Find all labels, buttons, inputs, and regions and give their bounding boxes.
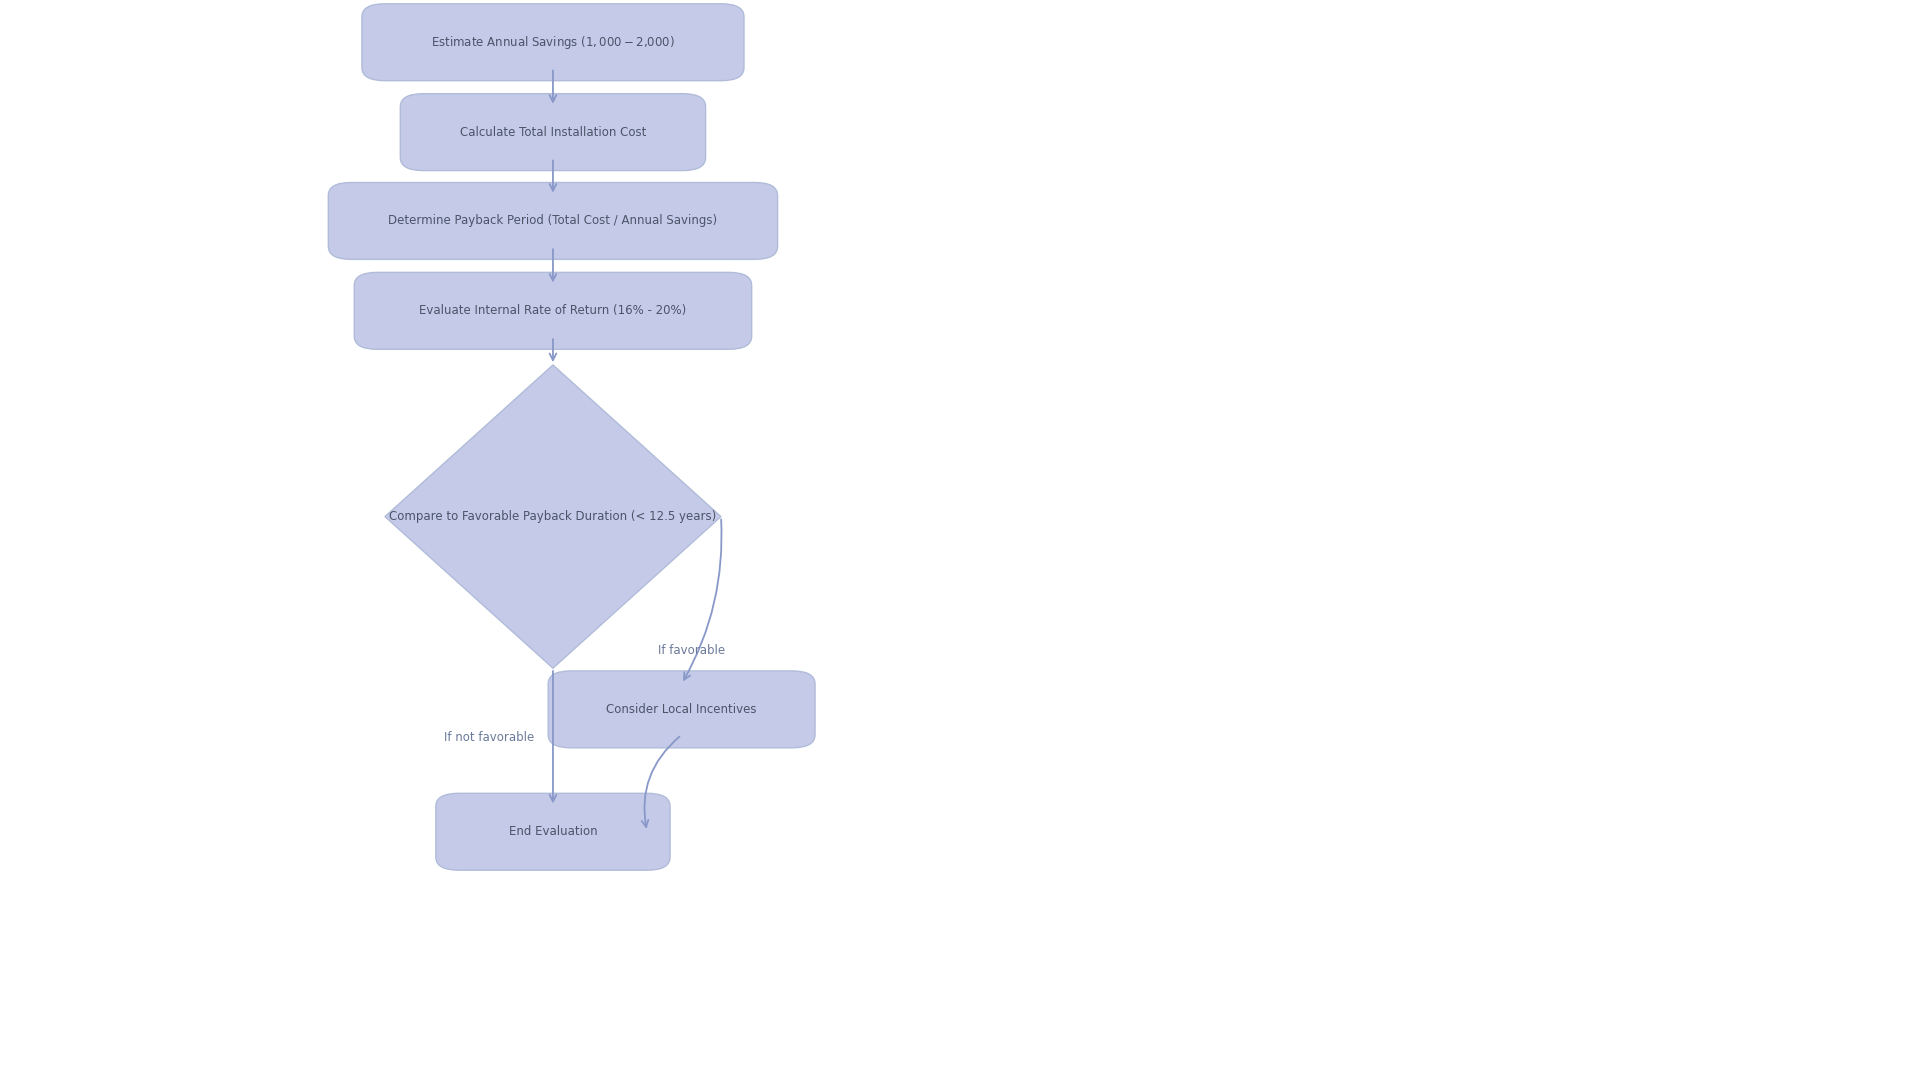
Polygon shape (384, 365, 720, 668)
FancyBboxPatch shape (361, 4, 743, 81)
FancyBboxPatch shape (353, 273, 751, 349)
Text: Compare to Favorable Payback Duration (< 12.5 years): Compare to Favorable Payback Duration (<… (390, 510, 716, 523)
Text: Evaluate Internal Rate of Return (16% - 20%): Evaluate Internal Rate of Return (16% - … (419, 304, 687, 317)
FancyBboxPatch shape (399, 94, 705, 170)
Text: Determine Payback Period (Total Cost / Annual Savings): Determine Payback Period (Total Cost / A… (388, 214, 718, 227)
Text: Calculate Total Installation Cost: Calculate Total Installation Cost (459, 126, 647, 139)
FancyBboxPatch shape (328, 182, 778, 259)
Text: End Evaluation: End Evaluation (509, 825, 597, 838)
FancyBboxPatch shape (549, 671, 814, 748)
FancyBboxPatch shape (436, 793, 670, 871)
Text: If not favorable: If not favorable (444, 731, 534, 744)
Text: If favorable: If favorable (659, 643, 724, 656)
Text: Consider Local Incentives: Consider Local Incentives (607, 703, 756, 716)
Text: Estimate Annual Savings ($1,000 - $2,000): Estimate Annual Savings ($1,000 - $2,000… (430, 34, 676, 51)
